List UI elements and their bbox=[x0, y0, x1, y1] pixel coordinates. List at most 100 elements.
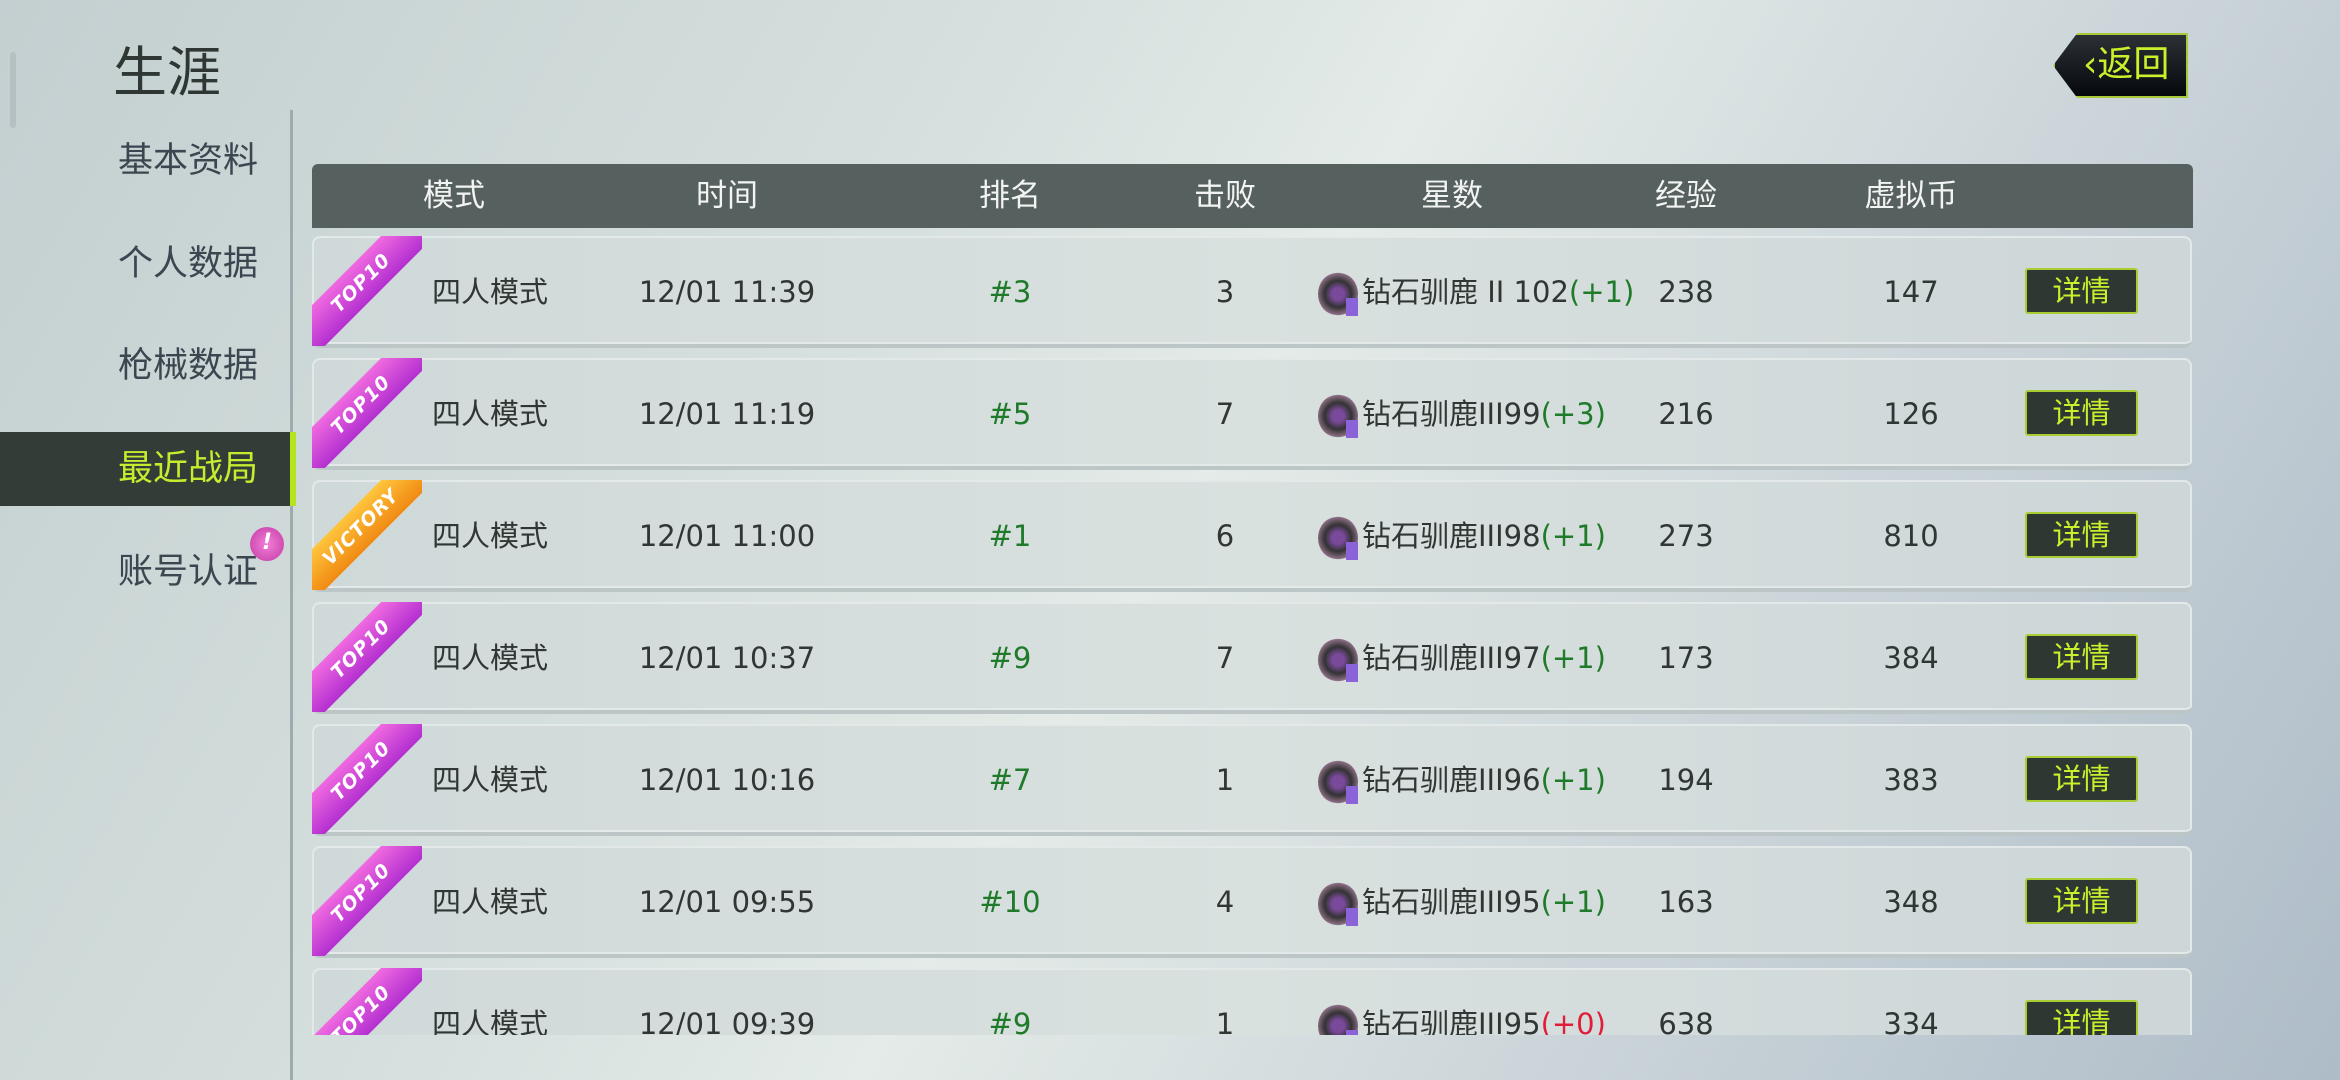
ribbon-label: TOP10 bbox=[312, 358, 422, 468]
coins: 348 bbox=[1883, 885, 1939, 919]
sidebar-item-basic-info[interactable]: 基本资料 bbox=[118, 141, 259, 181]
details-button[interactable]: 详情 bbox=[2025, 512, 2138, 558]
rank: #10 bbox=[979, 885, 1041, 919]
kills: 1 bbox=[1215, 763, 1235, 797]
star-tier: 钻石驯鹿III95(+1) bbox=[1318, 846, 1606, 958]
mode: 四人模式 bbox=[432, 885, 549, 919]
diamond-rank-icon bbox=[1318, 760, 1358, 804]
rank: #1 bbox=[988, 519, 1032, 553]
tier-label: 钻石驯鹿III95 bbox=[1362, 1007, 1541, 1035]
diamond-rank-icon bbox=[1318, 638, 1358, 682]
star-tier: 钻石驯鹿III95(+0) bbox=[1318, 968, 1606, 1035]
ribbon-label: TOP10 bbox=[312, 602, 422, 712]
chevron-left-icon: ‹ bbox=[2083, 44, 2098, 85]
diamond-rank-icon bbox=[1318, 272, 1358, 316]
exp: 163 bbox=[1658, 885, 1714, 919]
details-button[interactable]: 详情 bbox=[2025, 634, 2138, 680]
sidebar-item-account-verification[interactable]: 账号认证 bbox=[118, 552, 259, 592]
mode: 四人模式 bbox=[432, 763, 549, 797]
table-row: TOP10 四人模式 12/01 09:39 #9 1 钻石驯鹿III95(+0… bbox=[312, 968, 2192, 1035]
table-row: TOP10 四人模式 12/01 11:39 #3 3 钻石驯鹿 II 102(… bbox=[312, 236, 2192, 348]
table-row: TOP10 四人模式 12/01 10:37 #9 7 钻石驯鹿III97(+1… bbox=[312, 602, 2192, 714]
exp: 238 bbox=[1658, 275, 1714, 309]
header-exp: 经验 bbox=[1655, 178, 1717, 214]
coins: 810 bbox=[1883, 519, 1939, 553]
details-button[interactable]: 详情 bbox=[2025, 878, 2138, 924]
rank: #3 bbox=[988, 275, 1032, 309]
details-button[interactable]: 详情 bbox=[2025, 1000, 2138, 1035]
coins: 147 bbox=[1883, 275, 1939, 309]
rank: #9 bbox=[988, 641, 1032, 675]
star-delta: (+3) bbox=[1540, 397, 1606, 431]
sidebar-item-weapon-data[interactable]: 枪械数据 bbox=[118, 346, 259, 386]
sidebar-item-recent-matches[interactable]: 最近战局 bbox=[0, 432, 296, 506]
ribbon-label: TOP10 bbox=[312, 236, 422, 346]
star-tier: 钻石驯鹿III98(+1) bbox=[1318, 480, 1606, 592]
tier-label: 钻石驯鹿III97 bbox=[1362, 641, 1541, 675]
mode: 四人模式 bbox=[432, 1007, 549, 1035]
time: 12/01 11:19 bbox=[638, 397, 816, 431]
table-row: TOP10 四人模式 12/01 10:16 #7 1 钻石驯鹿III96(+1… bbox=[312, 724, 2192, 836]
diamond-rank-icon bbox=[1318, 1004, 1358, 1035]
tier-label: 钻石驯鹿III98 bbox=[1362, 519, 1541, 553]
tier-label: 钻石驯鹿III99 bbox=[1362, 397, 1541, 431]
match-list[interactable]: TOP10 四人模式 12/01 11:39 #3 3 钻石驯鹿 II 102(… bbox=[312, 232, 2197, 1035]
top10-ribbon: TOP10 bbox=[312, 968, 422, 1035]
rank: #7 bbox=[988, 763, 1032, 797]
ribbon-label: TOP10 bbox=[312, 846, 422, 956]
coins: 334 bbox=[1883, 1007, 1939, 1035]
star-delta: (+1) bbox=[1540, 885, 1606, 919]
diamond-rank-icon bbox=[1318, 516, 1358, 560]
exp: 173 bbox=[1658, 641, 1714, 675]
details-button[interactable]: 详情 bbox=[2025, 756, 2138, 802]
kills: 6 bbox=[1215, 519, 1235, 553]
scroll-indicator bbox=[10, 52, 16, 128]
top10-ribbon: TOP10 bbox=[312, 602, 422, 712]
ribbon-label: TOP10 bbox=[312, 968, 422, 1035]
mode: 四人模式 bbox=[432, 275, 549, 309]
star-tier: 钻石驯鹿 II 102(+1) bbox=[1318, 236, 1634, 348]
table-row: TOP10 四人模式 12/01 09:55 #10 4 钻石驯鹿III95(+… bbox=[312, 846, 2192, 958]
top10-ribbon: TOP10 bbox=[312, 846, 422, 956]
sidebar-item-personal-data[interactable]: 个人数据 bbox=[118, 244, 259, 284]
page-title: 生涯 bbox=[113, 41, 221, 104]
star-delta: (+1) bbox=[1540, 641, 1606, 675]
tier-label: 钻石驯鹿III95 bbox=[1362, 885, 1541, 919]
exp: 194 bbox=[1658, 763, 1714, 797]
tier-label: 钻石驯鹿 II 102 bbox=[1362, 275, 1569, 309]
top10-ribbon: TOP10 bbox=[312, 358, 422, 468]
back-button[interactable]: ‹返回 bbox=[2053, 33, 2188, 98]
mode: 四人模式 bbox=[432, 397, 549, 431]
kills: 1 bbox=[1215, 1007, 1235, 1035]
coins: 383 bbox=[1883, 763, 1939, 797]
table-row: TOP10 四人模式 12/01 11:19 #5 7 钻石驯鹿III99(+3… bbox=[312, 358, 2192, 470]
header-kills: 击败 bbox=[1194, 178, 1256, 214]
sidebar-divider bbox=[290, 110, 293, 1080]
exp: 216 bbox=[1658, 397, 1714, 431]
time: 12/01 10:16 bbox=[638, 763, 816, 797]
exp: 273 bbox=[1658, 519, 1714, 553]
kills: 4 bbox=[1215, 885, 1235, 919]
header-coins: 虚拟币 bbox=[1864, 178, 1958, 214]
diamond-rank-icon bbox=[1318, 394, 1358, 438]
top10-ribbon: TOP10 bbox=[312, 724, 422, 834]
time: 12/01 09:55 bbox=[638, 885, 816, 919]
star-delta: (+0) bbox=[1540, 1007, 1606, 1035]
mode: 四人模式 bbox=[432, 641, 549, 675]
rank: #5 bbox=[988, 397, 1032, 431]
tier-label: 钻石驯鹿III96 bbox=[1362, 763, 1541, 797]
kills: 3 bbox=[1215, 275, 1235, 309]
ribbon-label: VICTORY bbox=[312, 480, 422, 590]
top10-ribbon: TOP10 bbox=[312, 236, 422, 346]
star-delta: (+1) bbox=[1540, 763, 1606, 797]
details-button[interactable]: 详情 bbox=[2025, 268, 2138, 314]
star-delta: (+1) bbox=[1568, 275, 1635, 309]
alert-badge-icon: ! bbox=[250, 527, 284, 561]
time: 12/01 09:39 bbox=[638, 1007, 816, 1035]
rank: #9 bbox=[988, 1007, 1032, 1035]
mode: 四人模式 bbox=[432, 519, 549, 553]
coins: 126 bbox=[1883, 397, 1939, 431]
details-button[interactable]: 详情 bbox=[2025, 390, 2138, 436]
kills: 7 bbox=[1215, 641, 1235, 675]
header-rank: 排名 bbox=[979, 178, 1041, 214]
